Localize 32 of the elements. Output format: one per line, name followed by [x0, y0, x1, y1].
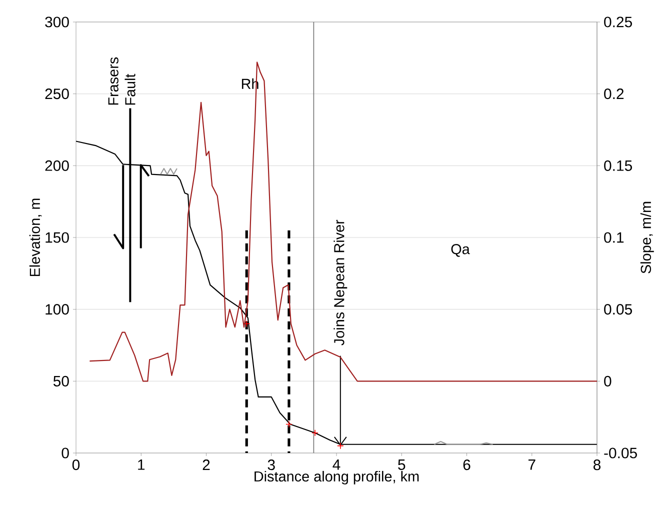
- x-tick-label: 7: [528, 460, 536, 470]
- annotation: Frasers Fault: [108, 57, 136, 105]
- y-tick-label: 50: [53, 376, 69, 386]
- x-axis-title: Distance along profile, km: [254, 470, 419, 484]
- y2-tick-label: 0.1: [604, 232, 624, 243]
- x-tick-label: 8: [594, 460, 601, 470]
- y-tick-label: 150: [46, 232, 69, 243]
- point: [312, 429, 318, 436]
- y2-tick-label: 0.2: [604, 88, 624, 100]
- y2-tick-label: 0.25: [604, 16, 632, 28]
- x-tick-label: 0: [72, 460, 80, 470]
- y-tick-label: 100: [46, 304, 69, 315]
- point: [286, 420, 292, 428]
- y-tick-label: 300: [45, 16, 69, 28]
- x-tick-label: 4: [332, 460, 340, 470]
- y2-tick-label: -0.05: [604, 448, 637, 458]
- y-axis-title: Elevation, m: [29, 198, 42, 276]
- y-tick-label: 250: [45, 88, 69, 100]
- x-tick-label: 1: [138, 460, 145, 470]
- y-tick-label: 0: [62, 448, 69, 458]
- x-tick-label: 5: [398, 460, 406, 470]
- annotation: Qa: [451, 244, 470, 257]
- x-tick-label: 6: [463, 460, 470, 470]
- x-tick-label: 3: [268, 460, 275, 470]
- y2-tick-label: 0: [604, 376, 612, 386]
- annotation: Joins Nepean River: [334, 220, 348, 346]
- point: [337, 442, 344, 450]
- y-tick-label: 200: [45, 160, 69, 171]
- y2-tick-label: 0.05: [604, 304, 632, 315]
- y2-axis-title: Slope, m/m: [640, 202, 654, 274]
- x-tick-label: 2: [202, 460, 210, 470]
- y2-tick-label: 0.15: [604, 160, 632, 171]
